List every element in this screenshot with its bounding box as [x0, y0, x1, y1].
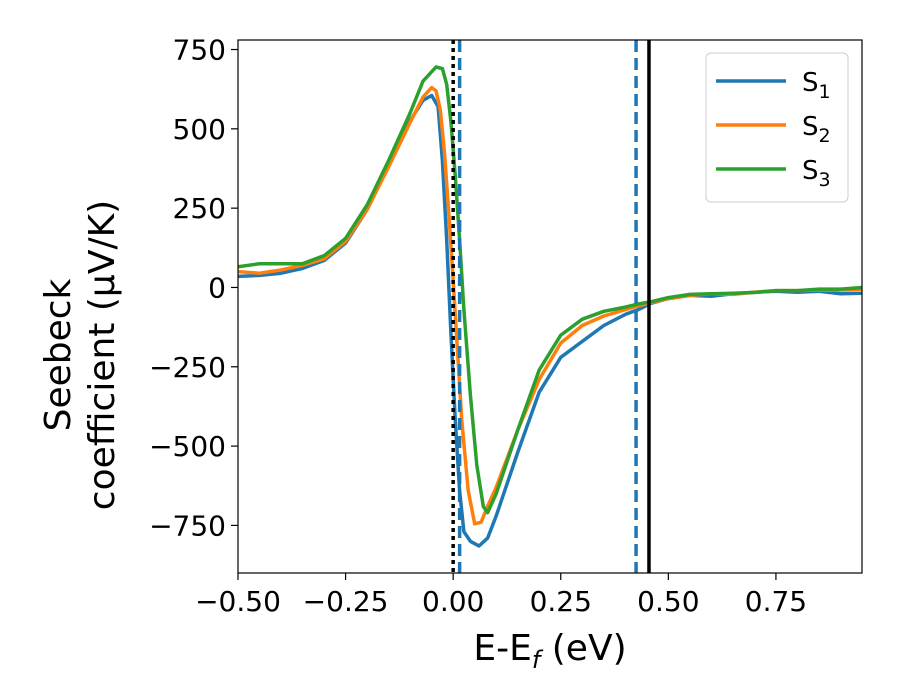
x-tick-label: 0.50: [637, 585, 699, 618]
y-tick-label: 750: [173, 34, 226, 67]
y-axis-label-line2: coefficient (μV/K): [82, 200, 123, 510]
y-axis-label: Seebeck coefficient (μV/K): [38, 200, 123, 510]
y-tick-label: −250: [149, 351, 226, 384]
legend: S1 S2 S3: [705, 52, 849, 203]
x-axis-label-main: E-E: [473, 628, 531, 669]
y-tick-label: −500: [149, 430, 226, 463]
legend-label-s1: S1: [802, 68, 831, 103]
legend-box: [705, 52, 849, 203]
x-axis-label-unit: (eV): [540, 628, 626, 669]
x-tick-label: 0.75: [745, 585, 807, 618]
x-tick-label: 0.00: [422, 585, 484, 618]
y-axis-label-line1: Seebeck: [38, 278, 79, 431]
x-axis-label: E-Ef (eV): [473, 628, 626, 674]
y-tick-label: −750: [149, 509, 226, 542]
x-tick-label: 0.25: [530, 585, 592, 618]
legend-label-s2: S2: [802, 112, 831, 147]
y-tick-label: 0: [208, 271, 226, 304]
x-tick-label: −0.25: [303, 585, 389, 618]
plot-frame: [237, 39, 863, 574]
legend-label-s3: S3: [802, 156, 831, 191]
x-tick-label: −0.50: [195, 585, 281, 618]
series-line-s3: [238, 65, 862, 515]
y-tick-label: 500: [173, 113, 226, 146]
y-tick-label: 250: [173, 192, 226, 225]
